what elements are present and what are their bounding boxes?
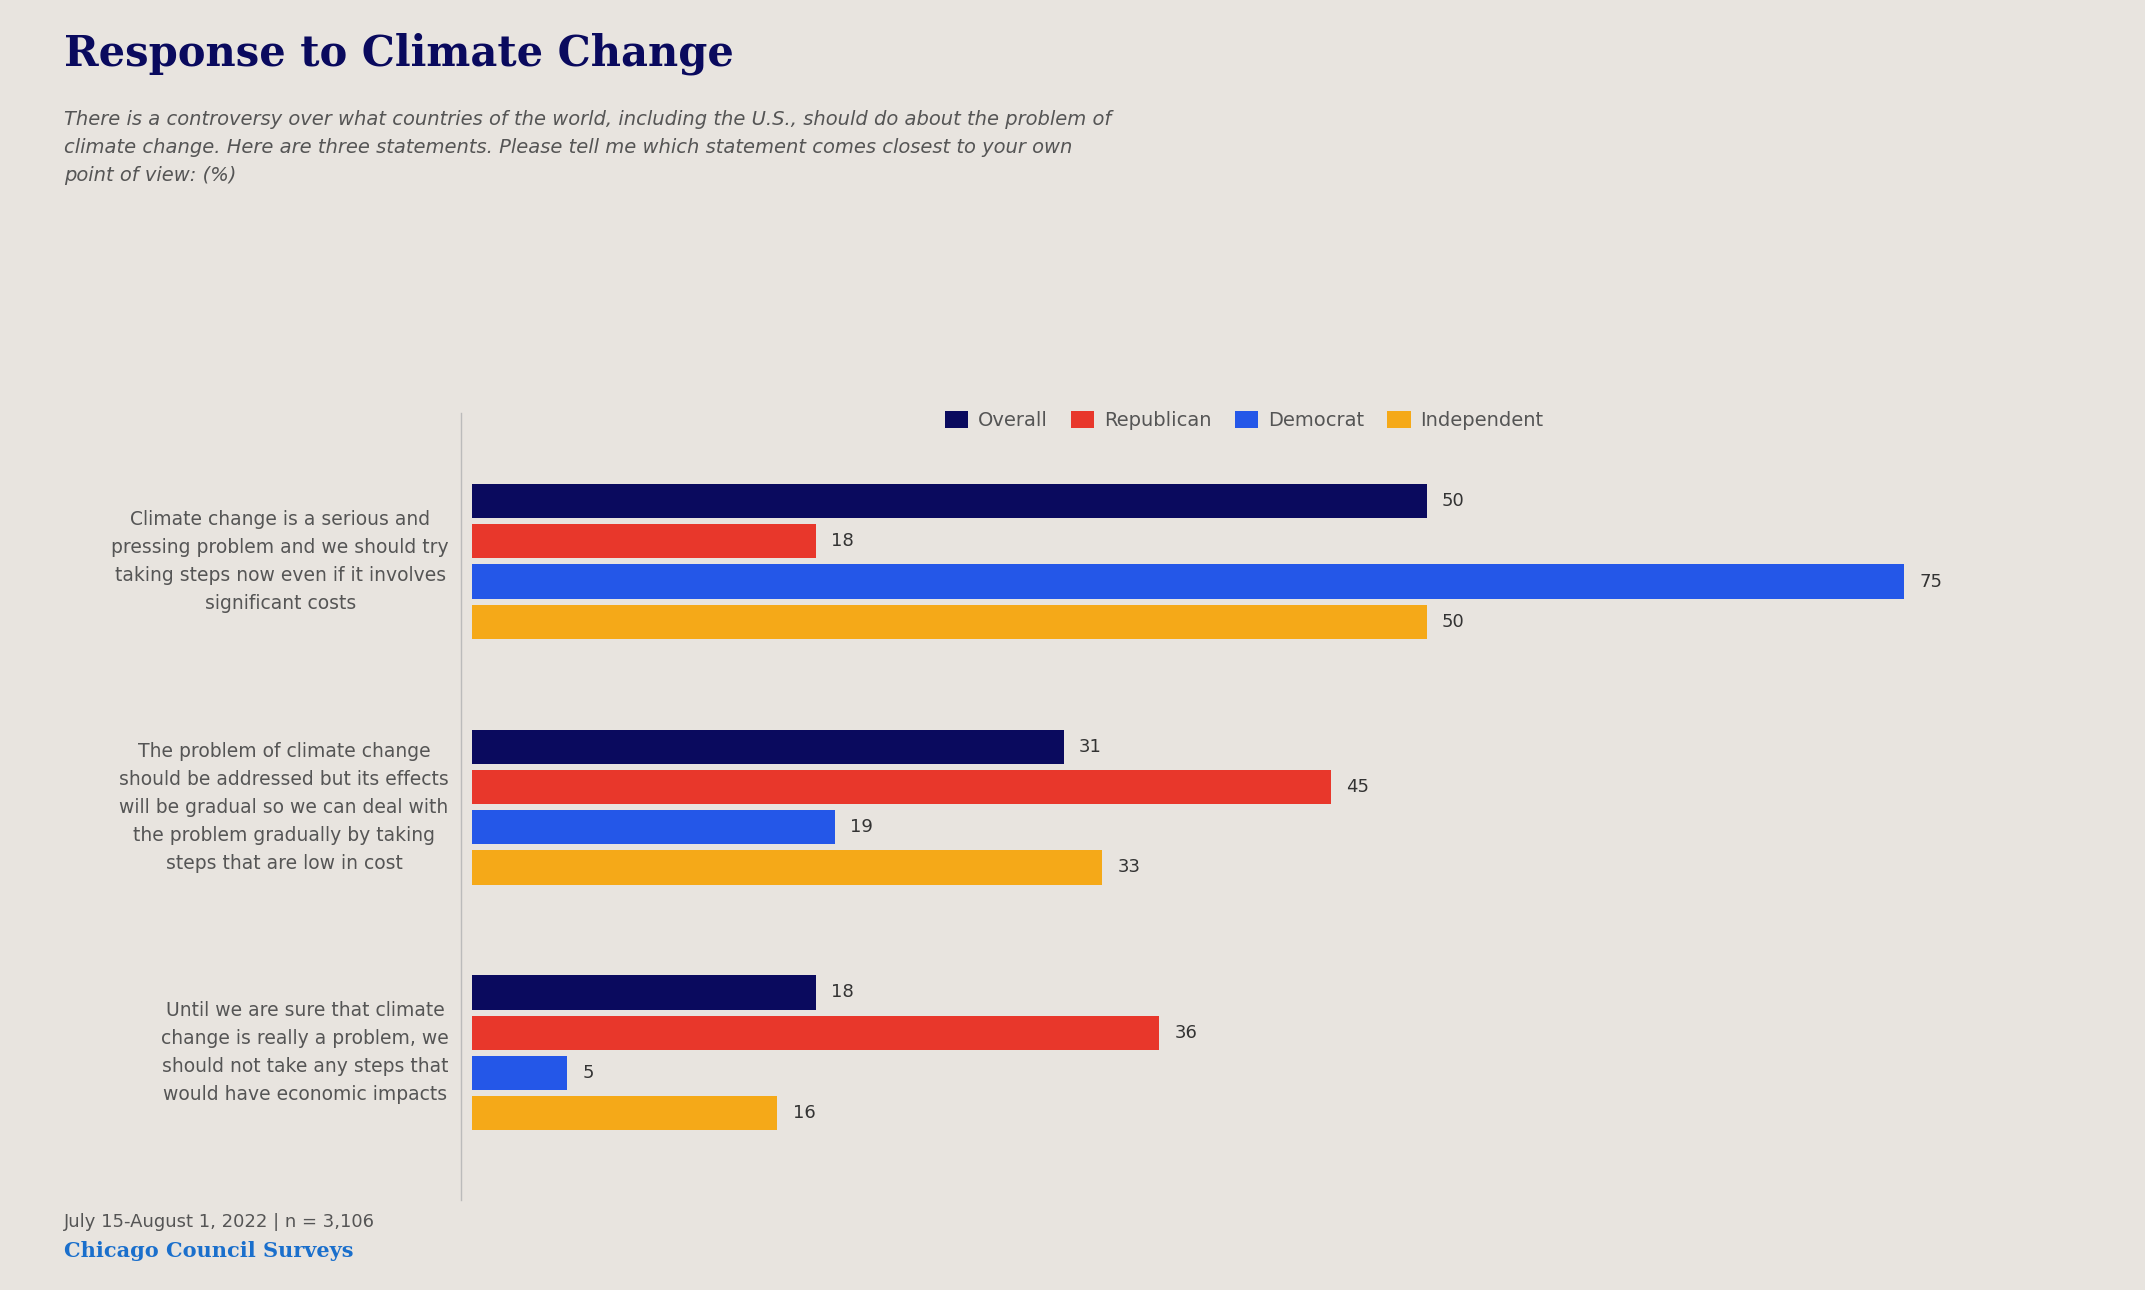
Bar <box>472 565 1905 599</box>
Text: 36: 36 <box>1175 1024 1197 1042</box>
Text: 75: 75 <box>1920 573 1943 591</box>
Text: Climate change is a serious and
pressing problem and we should try
taking steps : Climate change is a serious and pressing… <box>112 510 448 613</box>
Bar <box>472 730 1064 764</box>
Text: Response to Climate Change: Response to Climate Change <box>64 32 734 75</box>
Text: 18: 18 <box>830 983 854 1001</box>
Bar <box>472 484 1426 519</box>
Text: 50: 50 <box>1441 613 1465 631</box>
Text: There is a controversy over what countries of the world, including the U.S., sho: There is a controversy over what countri… <box>64 110 1111 184</box>
Text: 19: 19 <box>849 818 873 836</box>
Bar <box>472 1015 1158 1050</box>
Text: Chicago Council Surveys: Chicago Council Surveys <box>64 1241 354 1262</box>
Text: 45: 45 <box>1347 778 1369 796</box>
Bar <box>472 810 834 844</box>
Bar <box>472 850 1103 885</box>
Text: 31: 31 <box>1079 738 1103 756</box>
Text: 18: 18 <box>830 533 854 551</box>
Text: 5: 5 <box>583 1064 594 1082</box>
Bar <box>472 1096 776 1130</box>
Bar <box>472 524 815 559</box>
Text: 16: 16 <box>794 1104 815 1122</box>
Text: The problem of climate change
should be addressed but its effects
will be gradua: The problem of climate change should be … <box>120 742 448 872</box>
Bar <box>472 605 1426 639</box>
Legend: Overall, Republican, Democrat, Independent: Overall, Republican, Democrat, Independe… <box>937 404 1551 439</box>
Text: 33: 33 <box>1118 858 1141 876</box>
Text: July 15-August 1, 2022 | n = 3,106: July 15-August 1, 2022 | n = 3,106 <box>64 1213 375 1231</box>
Text: 50: 50 <box>1441 493 1465 510</box>
Bar <box>472 1055 568 1090</box>
Bar <box>472 975 815 1010</box>
Bar <box>472 770 1332 804</box>
Text: Until we are sure that climate
change is really a problem, we
should not take an: Until we are sure that climate change is… <box>161 1001 448 1104</box>
